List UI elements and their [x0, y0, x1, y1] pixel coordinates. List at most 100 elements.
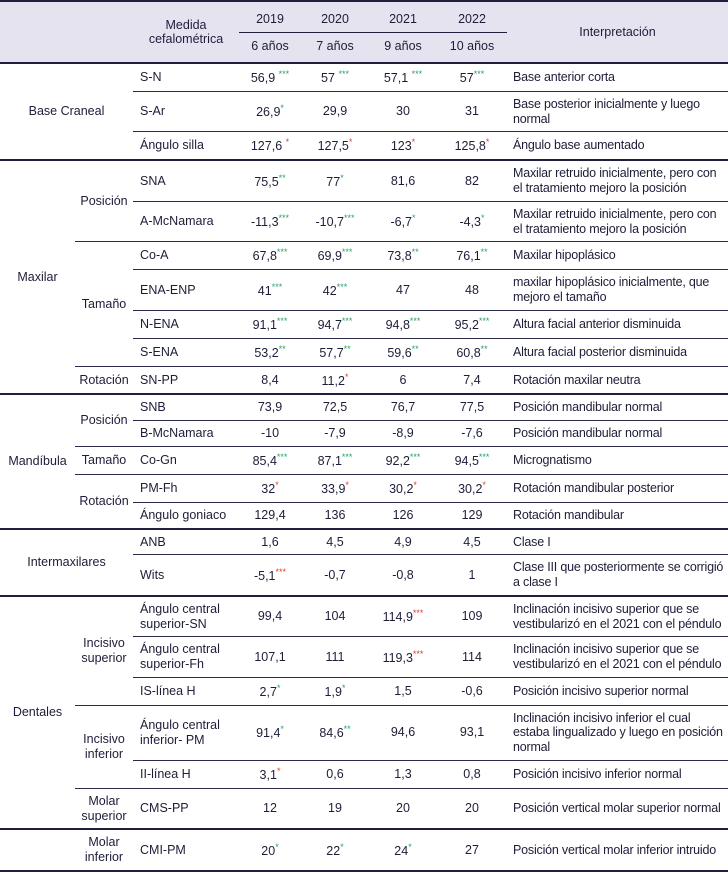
significance-asterisk: ***	[278, 69, 290, 79]
table-row: II-línea H 3,1* 0,6 1,3 0,8 Posición incisivo…	[0, 759, 728, 789]
value-cell: -10,7***	[301, 200, 369, 242]
significance-asterisk: **	[278, 343, 286, 354]
measure-cell: S-N	[133, 61, 239, 92]
significance-asterisk: *	[280, 724, 284, 735]
value-cell: 31	[437, 90, 507, 132]
subgroup-cell: Posición	[75, 393, 133, 447]
value-cell: 129,4	[239, 501, 301, 529]
value-cell: 48	[437, 269, 507, 311]
value-cell: 92,2***	[369, 445, 437, 475]
value-cell: 56,9 ***	[239, 61, 301, 92]
value-cell: 87,1***	[301, 445, 369, 475]
interpretation-cell: Maxilar retruido inicialmente, pero con …	[507, 159, 728, 202]
value-cell: -7,9	[301, 420, 369, 447]
significance-asterisk: *	[412, 213, 416, 224]
measure-cell: Ángulo central inferior- PM	[133, 704, 239, 761]
value-cell: 76,1**	[437, 241, 507, 270]
table-row: A-McNamara -11,3*** -10,7*** -6,7* -4,3* Maxi…	[0, 200, 728, 242]
value-cell: 6	[369, 365, 437, 395]
measure-cell: ANB	[133, 527, 239, 555]
subgroup-cell: Incisivo superior	[75, 594, 133, 706]
table-body: Base Craneal S-N 56,9 *** 57 *** 57,1 *** 57*…	[0, 61, 728, 871]
significance-asterisk: *	[482, 479, 486, 490]
value-cell: 94,6	[369, 704, 437, 761]
value-cell: 30,2*	[437, 473, 507, 503]
value-cell: 76,7	[369, 393, 437, 421]
group-cell	[0, 828, 75, 871]
value-cell: -0,7	[301, 554, 369, 596]
value-cell: 72,5	[301, 393, 369, 421]
interpretation-cell: Rotación maxilar neutra	[507, 365, 728, 395]
value-cell: 60,8**	[437, 337, 507, 367]
interpretation-cell: Maxilar hipoplásico	[507, 241, 728, 270]
interpretation-cell: Inclinación incisivo inferior el cual es…	[507, 704, 728, 761]
value-cell: 11,2*	[301, 365, 369, 395]
measure-cell: PM-Fh	[133, 473, 239, 503]
table-row: Maxilar Posición SNA 75,5** 77* 81,6 82 Maxilar…	[0, 159, 728, 395]
table-header: Medida cefalométrica 2019 2020 2021 2022…	[0, 1, 728, 64]
value-cell: 81,6	[369, 159, 437, 202]
value-cell: 69,9***	[301, 241, 369, 270]
value-cell: 1,6	[239, 527, 301, 555]
value-cell: 30,2*	[369, 473, 437, 503]
value-cell: -7,6	[437, 420, 507, 447]
table-row: Base Craneal S-N 56,9 *** 57 *** 57,1 *** 57*…	[0, 61, 728, 161]
value-cell: 111	[301, 636, 369, 678]
significance-asterisk: ***	[411, 69, 423, 79]
value-cell: 94,7***	[301, 309, 369, 339]
significance-asterisk: **	[480, 343, 488, 354]
value-cell: -0,8	[369, 554, 437, 596]
header-age-10: 10 años	[437, 32, 507, 64]
value-cell: 1,9*	[301, 676, 369, 706]
significance-asterisk: *	[345, 479, 349, 490]
interpretation-cell: Base posterior inicialmente y luego norm…	[507, 90, 728, 132]
value-cell: 67,8***	[239, 241, 301, 270]
header-year-2020: 2020	[301, 1, 369, 33]
value-cell: 2,7*	[239, 676, 301, 706]
significance-asterisk: ***	[478, 451, 490, 462]
value-cell: 20	[369, 787, 437, 830]
table-row: Incisivo inferior Ángulo central inferior…	[0, 704, 728, 789]
value-cell: 136	[301, 501, 369, 529]
value-cell: 123*	[369, 131, 437, 161]
significance-asterisk: *	[485, 137, 490, 148]
value-cell: 0,6	[301, 759, 369, 789]
interpretation-cell: Posición mandibular normal	[507, 393, 728, 421]
measure-cell: IS-línea H	[133, 676, 239, 706]
measure-cell: Wits	[133, 554, 239, 596]
value-cell: 129	[437, 501, 507, 529]
value-cell: 85,4***	[239, 445, 301, 475]
value-cell: 73,8**	[369, 241, 437, 270]
significance-asterisk: ***	[276, 315, 288, 326]
value-cell: 82	[437, 159, 507, 202]
table-row: Molar superior CMS-PP 12 19 20 20 Posición ver…	[0, 787, 728, 830]
subgroup-cell: Molar inferior	[75, 828, 133, 871]
value-cell: 22*	[301, 828, 369, 871]
value-cell: 41***	[239, 269, 301, 311]
group-cell: Dentales	[0, 594, 75, 830]
header-spacer	[0, 1, 133, 64]
value-cell: 27	[437, 828, 507, 871]
value-cell: 93,1	[437, 704, 507, 761]
header-age-6: 6 años	[239, 32, 301, 64]
significance-asterisk: *	[341, 682, 346, 693]
significance-asterisk: ***	[341, 315, 353, 326]
value-cell: 114	[437, 636, 507, 678]
subgroup-cell: Rotación	[75, 365, 133, 395]
significance-asterisk: ***	[409, 451, 421, 462]
significance-asterisk: *	[280, 103, 284, 114]
value-cell: 4,5	[301, 527, 369, 555]
group-cell: Maxilar	[0, 159, 75, 395]
value-cell: 12	[239, 787, 301, 830]
value-cell: 59,6**	[369, 337, 437, 367]
measure-cell: B-McNamara	[133, 420, 239, 447]
significance-asterisk: ***	[275, 566, 287, 577]
value-cell: 7,4	[437, 365, 507, 395]
table-row: ENA-ENP 41*** 42*** 47 48 maxilar hipoplásico…	[0, 269, 728, 311]
interpretation-cell: Posición incisivo superior normal	[507, 676, 728, 706]
significance-asterisk: *	[481, 213, 485, 224]
table-row: Mandíbula Posición SNB 73,9 72,5 76,7 77,5 Posi…	[0, 393, 728, 529]
significance-asterisk: *	[275, 841, 279, 852]
significance-asterisk: ***	[271, 281, 283, 292]
